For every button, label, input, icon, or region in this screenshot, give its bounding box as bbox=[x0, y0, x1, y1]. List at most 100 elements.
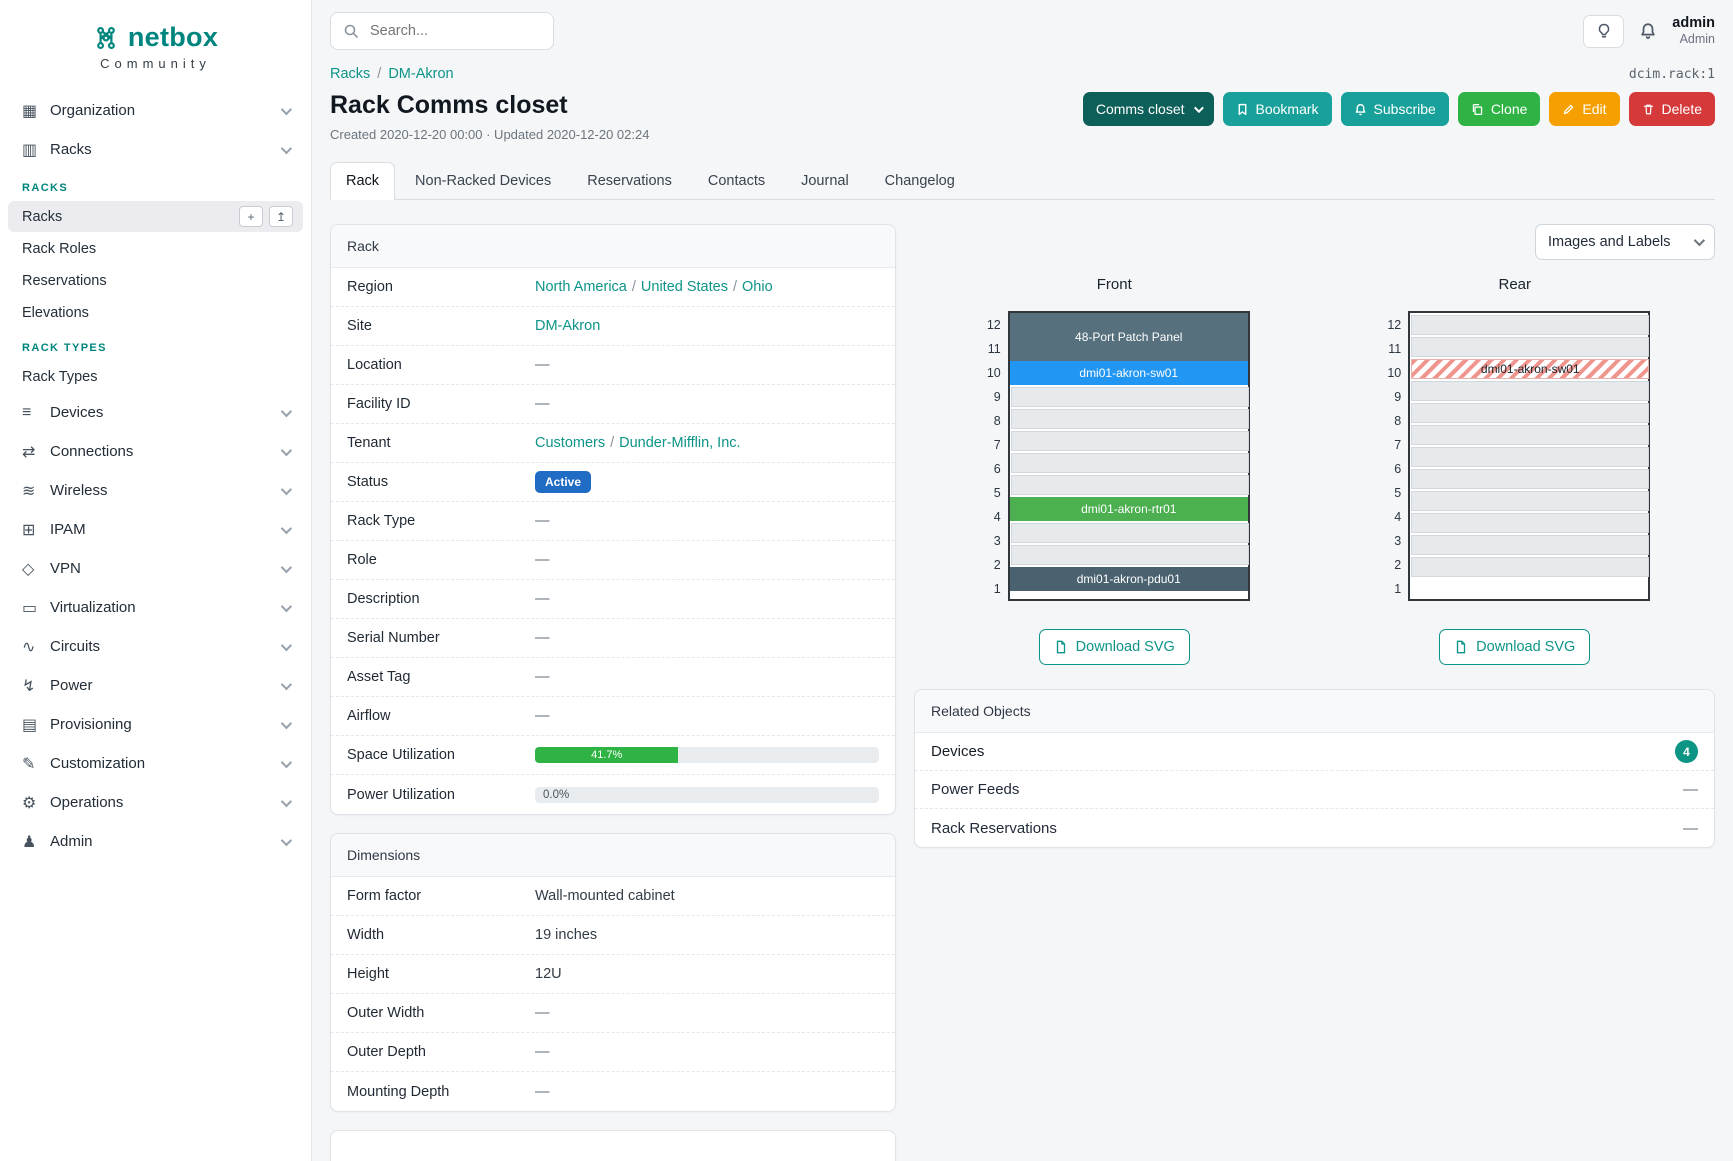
site-link[interactable]: DM-Akron bbox=[535, 318, 601, 334]
related-devices-link[interactable]: Devices bbox=[931, 743, 985, 760]
unit-number: 3 bbox=[1394, 534, 1402, 548]
field-serial-number: Serial Number — bbox=[331, 619, 895, 658]
tab-contacts[interactable]: Contacts bbox=[707, 173, 766, 189]
tenant-group-link[interactable]: Customers bbox=[535, 435, 606, 451]
rack-empty-slot[interactable] bbox=[1411, 557, 1650, 577]
region-link[interactable]: North America bbox=[535, 279, 627, 295]
rack-empty-slot[interactable] bbox=[1411, 403, 1650, 423]
rack-device[interactable]: dmi01-akron-sw01 bbox=[1009, 361, 1248, 385]
page-title: Rack Comms closet bbox=[330, 91, 568, 119]
unit-number: 5 bbox=[1394, 486, 1402, 500]
lightbulb-icon bbox=[1596, 23, 1612, 39]
elevation-view-select[interactable]: Images and Labels bbox=[1535, 224, 1715, 260]
field-width: Width 19 inches bbox=[331, 916, 895, 955]
chevron-down-icon bbox=[280, 834, 293, 846]
rack-empty-slot[interactable] bbox=[1010, 431, 1249, 451]
rack-context-dropdown[interactable]: Comms closet bbox=[1082, 92, 1214, 126]
sidebar-item-devices[interactable]: ≡ Devices bbox=[0, 393, 311, 432]
unit-numbers: 12 11 10 9 8 7 6 5 4 3 2 1 bbox=[1379, 311, 1401, 601]
sidebar-link-rack-roles[interactable]: Rack Roles bbox=[22, 240, 97, 257]
region-link[interactable]: Ohio bbox=[742, 279, 773, 295]
bookmark-icon bbox=[1236, 103, 1249, 116]
edit-button[interactable]: Edit bbox=[1549, 92, 1620, 126]
rack-empty-slot[interactable] bbox=[1411, 447, 1650, 467]
rack-device[interactable]: 48-Port Patch Panel bbox=[1009, 313, 1248, 361]
circuits-icon: ∿ bbox=[22, 638, 36, 656]
rack-empty-slot[interactable] bbox=[1411, 381, 1650, 401]
sidebar-item-ipam[interactable]: ⊞ IPAM bbox=[0, 510, 311, 549]
sidebar-link-elevations[interactable]: Elevations bbox=[22, 304, 89, 321]
clone-button[interactable]: Clone bbox=[1457, 92, 1541, 126]
tab-journal[interactable]: Journal bbox=[801, 173, 849, 189]
subscribe-button[interactable]: Subscribe bbox=[1340, 92, 1449, 126]
sidebar-item-virtualization[interactable]: ▭ Virtualization bbox=[0, 588, 311, 627]
devices-count-badge: 4 bbox=[1675, 740, 1698, 763]
unit-number: 6 bbox=[1394, 462, 1402, 476]
rack-device[interactable]: dmi01-akron-pdu01 bbox=[1009, 567, 1248, 591]
region-link[interactable]: United States bbox=[640, 279, 728, 295]
rack-device[interactable]: dmi01-akron-rtr01 bbox=[1009, 497, 1248, 521]
unit-number: 12 bbox=[986, 318, 1001, 332]
download-svg-front-button[interactable]: Download SVG bbox=[1038, 629, 1190, 665]
delete-button[interactable]: Delete bbox=[1628, 92, 1715, 126]
bookmark-button[interactable]: Bookmark bbox=[1222, 92, 1332, 126]
sidebar-link-rack-types[interactable]: Rack Types bbox=[22, 368, 98, 385]
file-icon bbox=[1054, 640, 1068, 654]
sidebar-item-power[interactable]: ↯ Power bbox=[0, 666, 311, 705]
rack-device-rear-face[interactable]: dmi01-akron-sw01 bbox=[1411, 359, 1650, 379]
search-box[interactable] bbox=[330, 12, 554, 50]
rack-empty-slot[interactable] bbox=[1411, 535, 1650, 555]
devices-icon: ≡ bbox=[22, 403, 32, 421]
sidebar-item-admin[interactable]: ♟ Admin bbox=[0, 822, 311, 861]
brand[interactable]: netbox Community bbox=[0, 16, 311, 91]
sidebar-item-operations[interactable]: ⚙ Operations bbox=[0, 783, 311, 822]
sidebar-item-organization[interactable]: ▦ Organization bbox=[0, 91, 311, 130]
sidebar-item-provisioning[interactable]: ▤ Provisioning bbox=[0, 705, 311, 744]
rack-empty-slot[interactable] bbox=[1411, 513, 1650, 533]
field-power-utilization: Power Utilization 0.0% bbox=[331, 775, 895, 814]
tab-reservations[interactable]: Reservations bbox=[587, 173, 672, 189]
rack-empty-slot[interactable] bbox=[1010, 523, 1249, 543]
sidebar-link-racks[interactable]: Racks + ↥ bbox=[8, 201, 303, 232]
tenant-link[interactable]: Dunder-Mifflin, Inc. bbox=[619, 435, 741, 451]
tab-non-racked-devices[interactable]: Non-Racked Devices bbox=[415, 173, 552, 189]
sidebar-item-vpn[interactable]: ◇ VPN bbox=[0, 549, 311, 588]
related-objects-title: Related Objects bbox=[915, 690, 1714, 733]
download-svg-rear-button[interactable]: Download SVG bbox=[1439, 629, 1591, 665]
related-devices-row[interactable]: Devices 4 bbox=[915, 733, 1714, 771]
rack-empty-slot[interactable] bbox=[1010, 545, 1249, 565]
add-rack-button[interactable]: + bbox=[239, 206, 263, 227]
field-height: Height 12U bbox=[331, 955, 895, 994]
elevation-front-title: Front bbox=[1096, 276, 1132, 293]
sidebar-item-wireless[interactable]: ≋ Wireless bbox=[0, 471, 311, 510]
rack-empty-slot[interactable] bbox=[1010, 409, 1249, 429]
theme-toggle-button[interactable] bbox=[1583, 14, 1625, 48]
tab-rack[interactable]: Rack bbox=[330, 162, 396, 200]
rack-empty-slot[interactable] bbox=[1010, 387, 1249, 407]
rack-empty-slot[interactable] bbox=[1411, 337, 1650, 357]
field-space-utilization: Space Utilization 41.7% bbox=[331, 736, 895, 775]
rack-empty-slot[interactable] bbox=[1411, 315, 1650, 335]
breadcrumb-racks-link[interactable]: Racks bbox=[330, 66, 371, 82]
rack-empty-slot[interactable] bbox=[1411, 491, 1650, 511]
sidebar-item-circuits[interactable]: ∿ Circuits bbox=[0, 627, 311, 666]
customization-icon: ✎ bbox=[22, 755, 36, 773]
rack-empty-slot[interactable] bbox=[1411, 425, 1650, 445]
search-input[interactable] bbox=[368, 22, 541, 40]
chevron-down-icon bbox=[280, 717, 293, 729]
rack-empty-slot[interactable] bbox=[1010, 453, 1249, 473]
import-racks-button[interactable]: ↥ bbox=[269, 206, 293, 227]
sidebar-item-racks[interactable]: ▥ Racks bbox=[0, 130, 311, 169]
user-menu[interactable]: admin Admin bbox=[1672, 15, 1715, 47]
sidebar-link-reservations[interactable]: Reservations bbox=[22, 272, 107, 289]
sidebar-item-customization[interactable]: ✎ Customization bbox=[0, 744, 311, 783]
user-role: Admin bbox=[1679, 32, 1715, 47]
tab-changelog[interactable]: Changelog bbox=[884, 173, 955, 189]
sidebar-item-connections[interactable]: ⇄ Connections bbox=[0, 432, 311, 471]
status-badge: Active bbox=[535, 471, 592, 493]
related-objects-panel: Related Objects Devices 4 Power Feeds — … bbox=[914, 689, 1715, 848]
notifications-button[interactable] bbox=[1639, 22, 1657, 40]
breadcrumb-site-link[interactable]: DM-Akron bbox=[388, 66, 454, 82]
rack-empty-slot[interactable] bbox=[1411, 469, 1650, 489]
rack-empty-slot[interactable] bbox=[1010, 475, 1249, 495]
